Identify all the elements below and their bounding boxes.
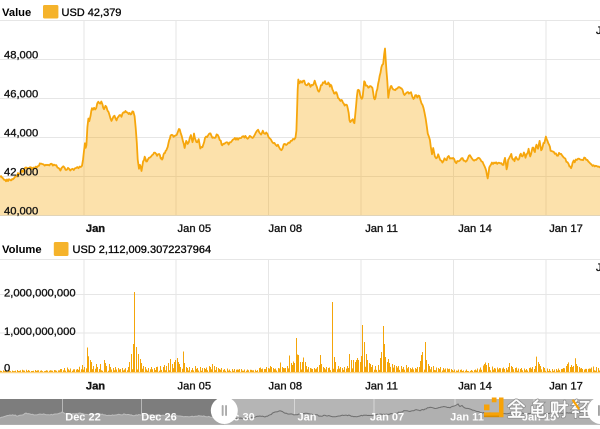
svg-text:2,000,000,000: 2,000,000,000 [4,287,76,299]
svg-text:Jan 07: Jan 07 [370,412,404,424]
svg-text:Jan 20: Jan 20 [596,25,600,37]
svg-text:48,000: 48,000 [4,50,38,62]
svg-text:0: 0 [4,362,10,374]
svg-text:Jan 11: Jan 11 [365,223,398,235]
svg-text:Jan 11: Jan 11 [450,412,484,424]
svg-text:Jan 08: Jan 08 [269,381,303,393]
svg-text:Jan 17: Jan 17 [549,223,583,235]
svg-text:Dec 22: Dec 22 [65,412,100,424]
svg-text:Jan: Jan [298,412,317,424]
svg-text:Jan 17: Jan 17 [549,381,583,393]
svg-text:Volume: Volume [2,244,42,256]
svg-text:1,000,000,000: 1,000,000,000 [4,326,76,338]
svg-text:Jan 20: Jan 20 [596,262,600,274]
svg-text:Jan 05: Jan 05 [178,223,212,235]
svg-text:46,000: 46,000 [4,89,38,101]
svg-text:Jan: Jan [86,381,105,393]
svg-text:Dec 26: Dec 26 [141,412,176,424]
svg-text:44,000: 44,000 [4,128,38,140]
svg-text:Jan 08: Jan 08 [269,223,303,235]
svg-text:Jan 14: Jan 14 [458,223,492,235]
svg-text:42,000: 42,000 [4,167,38,179]
svg-text:Jan 14: Jan 14 [458,381,492,393]
svg-text:Jan 11: Jan 11 [365,381,398,393]
svg-text:USD 42,379: USD 42,379 [62,7,122,19]
svg-text:Value: Value [2,7,31,19]
svg-text:Jan 05: Jan 05 [178,381,212,393]
svg-text:USD 2,112,009.3072237964: USD 2,112,009.3072237964 [73,244,212,256]
svg-text:Jan: Jan [86,223,105,235]
svg-text:40,000: 40,000 [4,206,38,218]
